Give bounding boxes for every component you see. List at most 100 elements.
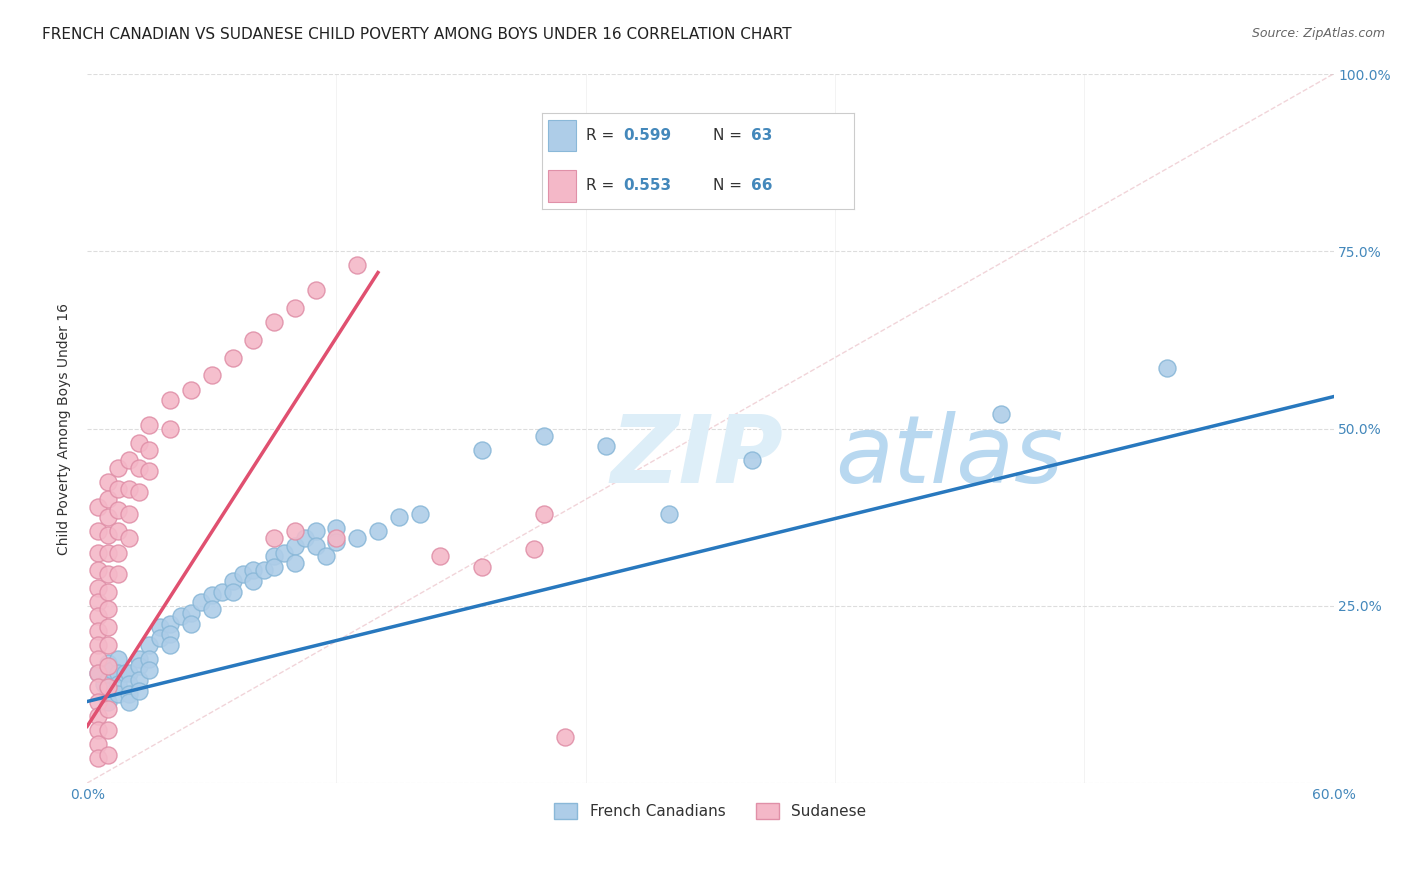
Point (242, 563, 264, 577)
Point (107, 652, 129, 666)
Point (86, 681, 108, 695)
Point (107, 546, 129, 560)
Point (97, 694, 120, 708)
Point (429, 549, 451, 563)
Point (118, 677, 141, 691)
Point (149, 631, 172, 645)
Point (325, 532, 347, 546)
Point (118, 687, 141, 701)
Point (159, 616, 181, 631)
Point (128, 485, 150, 500)
Point (284, 539, 307, 553)
Point (107, 566, 129, 581)
Point (221, 584, 243, 599)
Point (211, 584, 233, 599)
Point (284, 301, 307, 315)
Point (190, 595, 212, 609)
Point (408, 507, 430, 521)
Point (128, 673, 150, 688)
Point (263, 559, 285, 574)
Point (97, 620, 120, 634)
Point (180, 383, 202, 397)
Point (97, 659, 120, 673)
Point (388, 510, 411, 524)
Point (101, 663, 124, 677)
Point (86, 638, 108, 652)
Point (97, 584, 120, 599)
Point (97, 528, 120, 542)
Point (325, 521, 347, 535)
Point (128, 460, 150, 475)
Point (118, 532, 141, 546)
Point (97, 492, 120, 507)
Point (159, 393, 181, 408)
Point (118, 694, 141, 708)
Point (284, 524, 307, 539)
Point (97, 723, 120, 737)
Point (305, 539, 328, 553)
Legend: French Canadians, Sudanese: French Canadians, Sudanese (548, 797, 872, 825)
Point (284, 556, 307, 570)
Point (180, 606, 202, 620)
Point (346, 532, 368, 546)
Point (990, 408, 1012, 422)
Point (221, 574, 243, 588)
Point (86, 500, 108, 514)
Point (128, 684, 150, 698)
Point (346, 259, 368, 273)
Point (97, 510, 120, 524)
Point (86, 737, 108, 751)
Point (97, 638, 120, 652)
Point (107, 482, 129, 496)
Text: Source: ZipAtlas.com: Source: ZipAtlas.com (1251, 27, 1385, 40)
Point (86, 546, 108, 560)
Point (263, 532, 285, 546)
Point (97, 673, 120, 688)
Point (523, 542, 546, 557)
Point (741, 453, 763, 467)
Point (97, 602, 120, 616)
Point (128, 652, 150, 666)
Point (305, 283, 328, 297)
Point (118, 482, 141, 496)
Point (86, 751, 108, 765)
Point (86, 708, 108, 723)
Point (107, 524, 129, 539)
Point (97, 684, 120, 698)
Point (114, 666, 136, 681)
Point (107, 503, 129, 517)
Point (138, 442, 160, 457)
Point (107, 460, 129, 475)
Point (138, 638, 160, 652)
Point (232, 566, 254, 581)
Point (263, 549, 285, 563)
Point (97, 566, 120, 581)
Point (86, 652, 108, 666)
Point (138, 663, 160, 677)
Point (107, 666, 129, 681)
Point (86, 524, 108, 539)
Point (159, 638, 181, 652)
Point (118, 666, 141, 681)
Point (658, 507, 681, 521)
Point (93, 677, 115, 691)
Point (471, 559, 494, 574)
Point (595, 439, 617, 453)
Point (149, 620, 172, 634)
Text: ZIP: ZIP (610, 411, 783, 503)
Point (86, 666, 108, 681)
Point (169, 609, 191, 624)
Point (86, 609, 108, 624)
Point (86, 694, 108, 708)
Point (128, 659, 150, 673)
Point (97, 681, 120, 695)
Point (273, 546, 295, 560)
Point (107, 677, 129, 691)
Point (86, 595, 108, 609)
Point (97, 475, 120, 489)
Point (201, 588, 224, 602)
Point (325, 535, 347, 549)
Point (159, 421, 181, 435)
Point (138, 464, 160, 478)
Point (86, 624, 108, 638)
